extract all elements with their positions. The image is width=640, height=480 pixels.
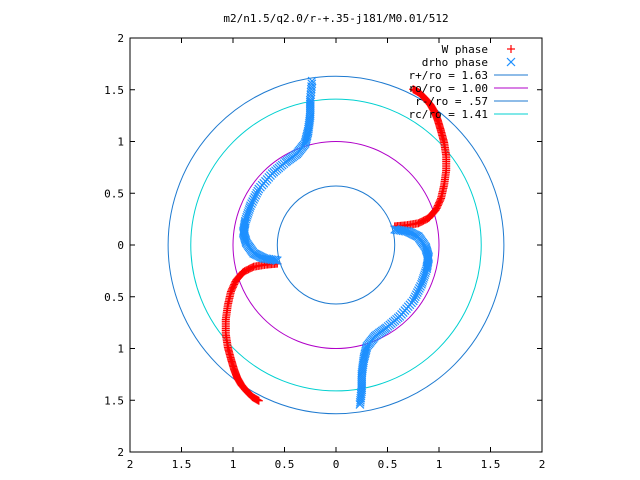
- drho-phase-point: [251, 190, 261, 200]
- drho-phase-point: [417, 279, 426, 289]
- drho-phase-point: [422, 262, 432, 272]
- y-tick-label: 0.5: [104, 291, 124, 304]
- circle-1.41: [190, 98, 482, 392]
- drho-phase-point: [248, 197, 257, 206]
- drho-phase-point: [252, 188, 262, 198]
- x-tick-label: 1.5: [481, 458, 501, 471]
- y-tick-label: 2: [117, 32, 124, 45]
- drho-phase-point: [249, 195, 259, 204]
- x-tick-label: 2: [127, 458, 134, 471]
- circle-1.63: [167, 75, 505, 415]
- drho-phase-point: [412, 288, 422, 298]
- drho-phase-point: [416, 281, 425, 291]
- y-tick-label: 2: [117, 446, 124, 459]
- y-tick-label: 1: [117, 343, 124, 356]
- y-tick-label: 1.5: [104, 394, 124, 407]
- drho-phase-point: [413, 286, 423, 295]
- legend-label: r-/ro = .57: [415, 95, 488, 108]
- y-tick-label: 1.5: [104, 84, 124, 97]
- circle-0.57: [276, 185, 396, 305]
- y-tick-label: 0: [117, 239, 124, 252]
- x-tick-label: 0.5: [275, 458, 295, 471]
- drho-phase-point: [411, 290, 421, 300]
- w-phase-point: [254, 396, 263, 405]
- axis-ticks: 2 1.5 1 0.5 0 0.5 1 1.5 221.510.500.511.52: [104, 32, 545, 471]
- drho-phase-point: [240, 218, 250, 228]
- w-phase-point: [409, 85, 418, 94]
- x-tick-label: 1.5: [172, 458, 192, 471]
- data-points: [221, 76, 451, 409]
- legend-label: drho phase: [422, 56, 488, 69]
- drho-phase-point: [250, 192, 260, 202]
- x-tick-label: 1: [436, 458, 443, 471]
- circle-1: [232, 141, 440, 349]
- legend-label: rc/ro = 1.41: [409, 108, 488, 121]
- x-tick-label: 1: [230, 458, 237, 471]
- y-tick-label: 1: [117, 136, 124, 149]
- x-tick-label: 0.5: [378, 458, 398, 471]
- drho-phase-point: [305, 99, 315, 109]
- legend-label: W phase: [442, 43, 488, 56]
- drho-phase-point: [247, 199, 256, 209]
- drho-phase-point: [355, 399, 365, 409]
- drho-phase-point: [307, 76, 317, 86]
- reference-circles: [167, 75, 505, 415]
- legend-label: ro/ro = 1.00: [409, 82, 488, 95]
- drho-phase-point: [410, 292, 420, 302]
- legend-marker-cross: [506, 57, 516, 67]
- drho-phase-point: [409, 294, 419, 304]
- drho-phase-point: [246, 201, 255, 211]
- chart-title: m2/n1.5/q2.0/r-+.35-j181/M0.01/512: [223, 12, 448, 25]
- drho-phase-point: [355, 397, 365, 407]
- drho-phase-point: [253, 186, 263, 196]
- x-tick-label: 0: [333, 458, 340, 471]
- x-tick-label: 2: [539, 458, 546, 471]
- y-tick-label: 0.5: [104, 187, 124, 200]
- legend-label: r+/ro = 1.63: [409, 69, 488, 82]
- drho-phase-point: [307, 79, 317, 89]
- drho-phase-point: [415, 284, 424, 293]
